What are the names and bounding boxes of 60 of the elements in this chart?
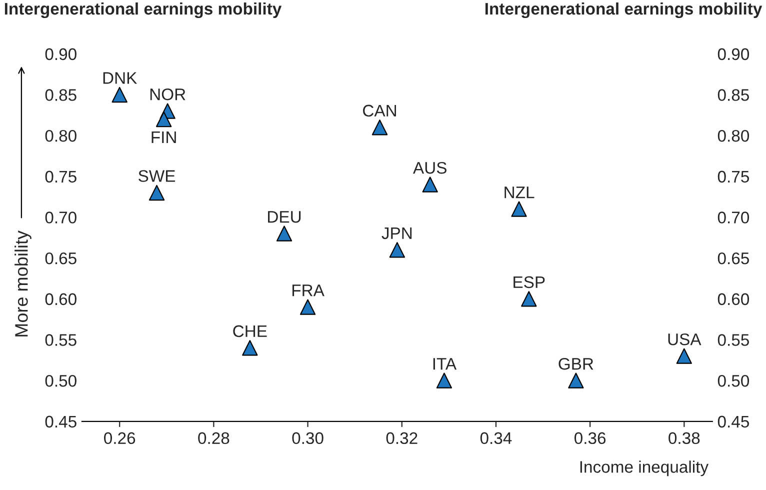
y-tick-label: 0.70 [45, 212, 76, 224]
point [521, 291, 537, 307]
y2-tick-label: 0.75 [718, 170, 749, 183]
annotation: SWE [138, 170, 176, 182]
annotation: DNK [103, 72, 138, 84]
x-tick-label: 0.26 [104, 432, 136, 444]
point [676, 348, 692, 364]
y2-tick-label: 0.90 [718, 48, 750, 60]
point [511, 201, 527, 217]
annotation: FIN [152, 132, 176, 143]
point [422, 176, 438, 192]
annotation: NZL [504, 186, 534, 198]
y-tick-label: 0.60 [45, 293, 76, 306]
y-tick-label: 0.85 [45, 89, 76, 101]
point [148, 184, 165, 201]
x-tick-label: 0.28 [198, 432, 230, 444]
annotation: GBR [558, 358, 594, 370]
annotation: FRA [292, 284, 324, 296]
y-tick-label: 0.90 [45, 48, 76, 60]
y2-tick-label: 0.50 [718, 374, 750, 387]
point [276, 226, 292, 242]
y2-tick-label: 0.60 [718, 293, 750, 306]
y-tick-label: 0.75 [45, 170, 76, 183]
point [300, 299, 316, 315]
y2-tick-label: 0.55 [718, 334, 749, 346]
annotation: CHE [233, 325, 267, 338]
x-tick-label: 0.36 [574, 432, 606, 444]
y2-axis-title: Intergenerational earnings mobility [485, 2, 762, 18]
y2-tick-label: 0.80 [718, 130, 750, 142]
annotation: NOR [150, 88, 186, 100]
annotation: CAN [363, 104, 396, 117]
annotation: JPN [382, 227, 412, 240]
point [156, 111, 172, 128]
point [389, 242, 406, 258]
point [242, 340, 258, 356]
point [568, 372, 584, 388]
x-tick-label: 0.34 [480, 432, 512, 444]
x-tick-label: 0.38 [668, 432, 700, 444]
y-axis-title: Intergenerational earnings mobility [4, 2, 282, 18]
y-tick-label: 0.50 [45, 374, 76, 387]
y-tick-label: 0.80 [45, 130, 76, 142]
annotation: ITA [433, 358, 457, 370]
x-tick-label: 0.32 [386, 432, 418, 444]
y2-tick-label: 0.85 [718, 89, 749, 101]
y2-tick-label: 0.70 [718, 212, 750, 224]
text: More mobility [14, 230, 32, 336]
y2-tick-label: 0.65 [718, 252, 749, 264]
y2-tick-label: 0.45 [718, 416, 749, 428]
point [436, 372, 452, 388]
annotation: DEU [268, 211, 301, 223]
y-tick-label: 0.55 [45, 334, 76, 346]
annotation: USA [668, 333, 702, 346]
y-tick-label: 0.45 [45, 416, 76, 428]
annotation: ESP [514, 276, 545, 288]
x-axis-title: Income inequality [580, 460, 709, 476]
x-tick-label: 0.30 [292, 432, 324, 444]
y-tick-label: 0.65 [45, 252, 76, 264]
annotation: AUS [413, 162, 446, 174]
point [112, 86, 128, 103]
point [372, 120, 388, 136]
